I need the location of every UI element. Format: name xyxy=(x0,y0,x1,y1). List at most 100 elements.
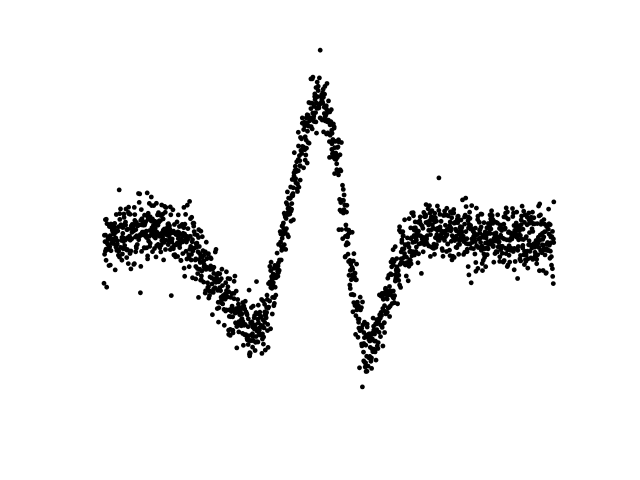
data-point xyxy=(530,209,535,215)
data-point xyxy=(352,270,358,276)
data-point xyxy=(261,325,267,331)
data-point xyxy=(434,242,439,248)
data-point xyxy=(103,257,109,263)
data-point xyxy=(130,223,136,229)
data-point xyxy=(354,261,359,267)
data-point xyxy=(205,280,211,286)
data-point xyxy=(400,229,406,235)
data-point xyxy=(304,160,310,166)
data-point xyxy=(272,301,277,306)
data-point xyxy=(121,211,127,217)
data-point xyxy=(279,247,285,253)
data-point xyxy=(436,175,442,181)
data-point xyxy=(103,216,109,222)
data-point xyxy=(526,238,532,244)
data-point xyxy=(356,316,362,322)
data-point xyxy=(444,232,450,238)
data-point xyxy=(249,319,255,325)
data-point xyxy=(250,303,256,309)
data-point xyxy=(355,334,361,340)
data-point xyxy=(186,264,192,270)
data-point xyxy=(472,251,478,257)
data-point xyxy=(245,324,251,330)
data-point xyxy=(408,261,414,267)
data-point xyxy=(541,234,547,240)
data-point xyxy=(234,345,240,351)
data-point xyxy=(245,342,251,347)
data-point xyxy=(546,206,551,212)
data-point xyxy=(396,272,402,278)
data-point xyxy=(107,233,113,239)
data-point xyxy=(268,326,273,332)
data-point xyxy=(481,220,487,226)
data-point xyxy=(329,141,335,147)
data-point xyxy=(133,227,139,233)
data-point xyxy=(432,210,438,216)
data-point xyxy=(495,212,501,218)
data-point xyxy=(436,238,442,243)
data-point xyxy=(506,252,512,258)
data-point xyxy=(313,119,319,125)
data-point xyxy=(168,293,174,298)
data-point xyxy=(129,236,135,242)
data-point xyxy=(218,276,224,282)
data-point xyxy=(344,202,350,208)
data-point xyxy=(447,219,453,225)
data-point xyxy=(473,225,478,231)
data-point xyxy=(369,355,374,361)
data-point xyxy=(285,189,290,195)
data-point xyxy=(175,254,181,259)
data-point xyxy=(124,247,130,252)
data-point xyxy=(403,273,409,279)
data-point xyxy=(145,210,151,216)
data-point xyxy=(205,252,211,257)
data-point xyxy=(185,226,191,232)
data-point xyxy=(181,265,187,271)
data-point xyxy=(488,226,494,232)
data-point xyxy=(270,280,276,285)
data-point xyxy=(547,222,553,228)
data-point xyxy=(289,201,295,207)
data-point xyxy=(302,123,308,129)
data-point xyxy=(518,233,523,238)
data-point xyxy=(165,242,171,248)
data-point xyxy=(170,207,176,213)
data-point xyxy=(537,201,543,207)
data-point xyxy=(329,130,335,136)
data-point xyxy=(304,145,309,151)
data-point xyxy=(372,349,378,355)
data-point xyxy=(459,225,465,230)
data-point xyxy=(268,259,274,265)
data-point xyxy=(265,322,271,327)
data-point xyxy=(392,293,397,299)
data-point xyxy=(305,128,310,134)
data-point xyxy=(138,264,144,269)
data-point xyxy=(236,329,242,335)
data-point xyxy=(550,266,555,272)
data-point xyxy=(153,254,159,260)
data-point xyxy=(535,252,541,258)
data-point xyxy=(428,232,433,238)
data-point xyxy=(523,252,529,258)
data-point xyxy=(360,299,365,305)
data-point xyxy=(306,140,312,146)
data-point xyxy=(339,227,344,233)
data-point xyxy=(392,244,398,250)
data-point xyxy=(218,288,224,294)
data-point xyxy=(276,268,282,273)
data-point xyxy=(217,271,223,277)
data-point xyxy=(216,319,221,325)
data-point xyxy=(314,79,320,85)
data-point xyxy=(232,273,238,279)
data-point xyxy=(191,220,197,226)
data-point xyxy=(326,98,331,104)
data-point xyxy=(188,257,194,263)
data-point xyxy=(269,311,275,317)
data-point xyxy=(437,224,443,230)
data-point xyxy=(400,233,406,239)
data-point xyxy=(548,248,553,254)
data-point xyxy=(204,256,210,262)
data-point xyxy=(235,297,241,302)
data-point xyxy=(252,348,258,353)
data-point xyxy=(196,295,201,300)
